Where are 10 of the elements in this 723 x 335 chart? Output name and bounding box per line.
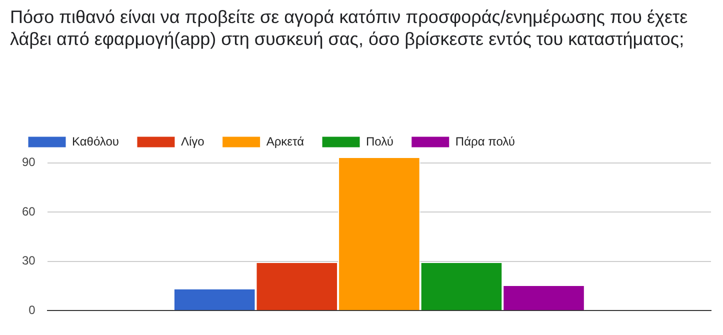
y-tick-label: 60 <box>22 204 36 218</box>
y-tick-label: 30 <box>22 254 36 268</box>
y-tick-label: 90 <box>22 155 36 170</box>
legend-label: Λίγο <box>180 134 205 148</box>
legend-label: Πολύ <box>366 134 394 148</box>
legend-label: Αρκετά <box>266 134 304 148</box>
chart-title: Πόσο πιθανό είναι να προβείτε σε αγορά κατόπιν προσφοράς/ενημέρωσης που έχετε λάβει από εφαρμογή(app) στη συσκευή σας, όσο βρίσκεστε εντός του καταστήματος; <box>10 6 689 50</box>
legend-label: Πάρα πολύ <box>455 134 515 148</box>
y-tick-label: 0 <box>28 302 36 317</box>
legend-label: Καθόλου <box>72 134 119 148</box>
